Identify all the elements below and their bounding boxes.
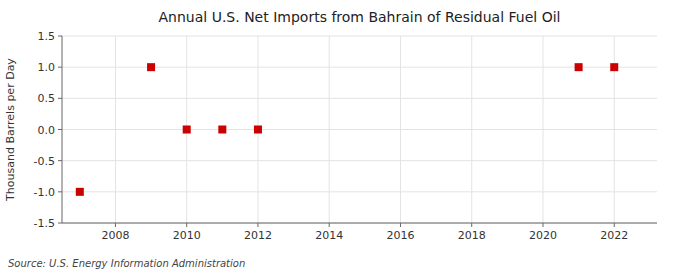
- grid: [62, 36, 657, 223]
- axes: 2008 2010 2012 2014 2016 2018 2020 2022 -1.5 -1.0…: [34, 30, 657, 242]
- y-tick-label: -0.5: [34, 155, 55, 168]
- x-tick: [400, 223, 401, 227]
- point: [218, 126, 226, 134]
- x-tick: [186, 223, 187, 227]
- y-tick: [58, 191, 62, 192]
- source: Source: U.S. Energy Information Administ…: [8, 258, 245, 269]
- grid-line: [62, 129, 657, 130]
- point: [610, 63, 618, 71]
- point: [575, 63, 583, 71]
- y-tick: [58, 223, 62, 224]
- x-tick-label: 2020: [529, 229, 557, 242]
- y-tick: [58, 129, 62, 130]
- background: [0, 0, 675, 275]
- y-tick-label: -1.0: [34, 186, 55, 199]
- grid-line: [62, 160, 657, 161]
- grid-line: [62, 191, 657, 192]
- x-axis-line: [62, 223, 657, 224]
- x-tick-label: 2022: [600, 229, 628, 242]
- y-tick: [58, 160, 62, 161]
- y-tick-label: 1.5: [38, 30, 56, 43]
- points: [76, 63, 618, 196]
- x-tick-label: 2010: [173, 229, 201, 242]
- y-tick-label: 0.5: [38, 92, 56, 105]
- x-tick-label: 2012: [244, 229, 272, 242]
- y-tick: [58, 67, 62, 68]
- x-tick: [614, 223, 615, 227]
- x-tick-label: 2016: [386, 229, 414, 242]
- x-tick-label: 2014: [315, 229, 343, 242]
- y-tick-label: 1.0: [38, 61, 56, 74]
- y-tick-label: 0.0: [38, 124, 56, 137]
- x-tick: [542, 223, 543, 227]
- x-tick: [115, 223, 116, 227]
- y-tick: [58, 98, 62, 99]
- x-tick-label: 2018: [458, 229, 486, 242]
- point: [183, 126, 191, 134]
- x-tick: [257, 223, 258, 227]
- point: [76, 188, 84, 196]
- grid-line: [62, 98, 657, 99]
- x-tick: [471, 223, 472, 227]
- x-tick-label: 2008: [101, 229, 129, 242]
- title: Annual U.S. Net Imports from Bahrain of …: [159, 9, 561, 25]
- y-tick-label: -1.5: [34, 217, 55, 230]
- grid-line: [62, 223, 657, 224]
- chart: 2008 2010 2012 2014 2016 2018 2020 2022 -1.5 -1.0…: [0, 0, 675, 275]
- grid-line: [62, 36, 657, 37]
- x-tick: [329, 223, 330, 227]
- point: [254, 126, 262, 134]
- point: [147, 63, 155, 71]
- y-axis-label: Thousand Barrels per Day: [4, 58, 17, 202]
- y-tick: [58, 36, 62, 37]
